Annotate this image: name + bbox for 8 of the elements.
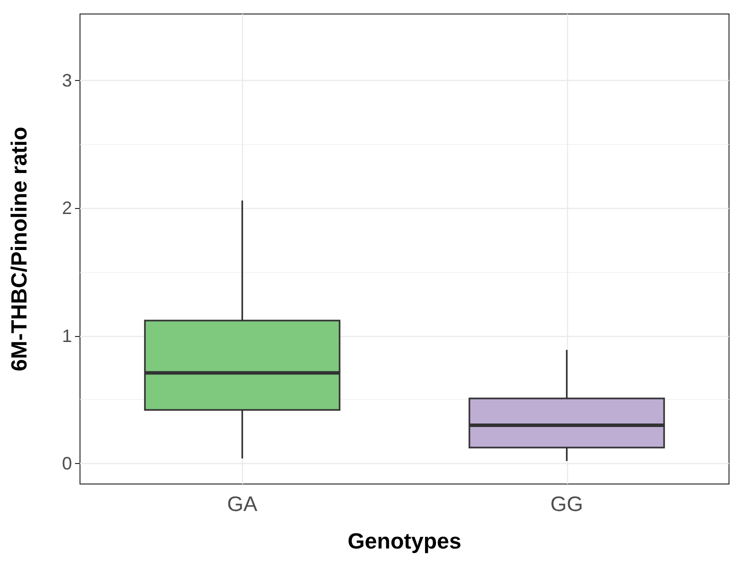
y-tick-label: 2: [62, 198, 72, 218]
x-axis-title: Genotypes: [348, 528, 462, 554]
y-tick-label: 3: [62, 70, 72, 90]
y-tick-label: 1: [62, 326, 72, 346]
y-axis-title: 6M-THBC/Pinoline ratio: [6, 126, 32, 372]
x-tick-label: GG: [550, 493, 584, 516]
x-tick-label: GA: [227, 493, 258, 516]
y-tick-label: 0: [62, 454, 72, 474]
